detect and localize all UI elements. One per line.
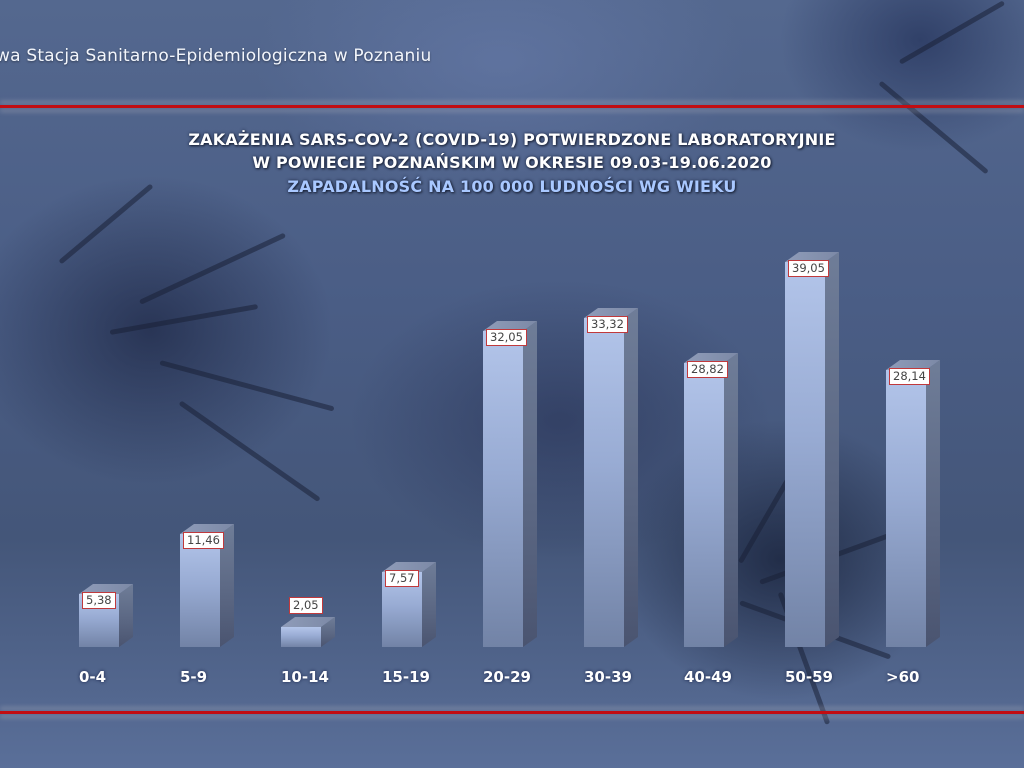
category-label: 30-39 bbox=[584, 668, 632, 686]
bar-top bbox=[584, 308, 638, 318]
bar-top bbox=[785, 252, 839, 262]
bar-top bbox=[886, 360, 940, 370]
bar bbox=[684, 353, 738, 647]
value-label: 5,38 bbox=[82, 592, 116, 609]
bar-top bbox=[180, 524, 234, 534]
chart-title-line2: W POWIECIE POZNAŃSKIM W OKRESIE 09.03-19… bbox=[252, 153, 772, 172]
category-label: 5-9 bbox=[180, 668, 208, 686]
bar-side bbox=[926, 360, 940, 647]
category-label: 20-29 bbox=[483, 668, 531, 686]
bar bbox=[785, 252, 839, 647]
bar-side bbox=[422, 562, 436, 647]
bar-side bbox=[825, 252, 839, 647]
bar-side bbox=[624, 308, 638, 647]
organization-name: wa Stacja Sanitarno-Epidemiologiczna w P… bbox=[0, 46, 432, 66]
bar bbox=[180, 524, 234, 647]
value-label: 2,05 bbox=[289, 597, 323, 614]
bar-side bbox=[724, 353, 738, 647]
bar bbox=[886, 360, 940, 647]
category-label: 15-19 bbox=[382, 668, 430, 686]
category-label: >60 bbox=[886, 668, 920, 686]
bar bbox=[281, 617, 335, 647]
bar-front bbox=[785, 262, 825, 647]
value-label: 11,46 bbox=[183, 532, 224, 549]
bar bbox=[584, 308, 638, 647]
category-label: 50-59 bbox=[785, 668, 833, 686]
category-label: 40-49 bbox=[684, 668, 732, 686]
value-label: 28,82 bbox=[687, 361, 728, 378]
category-label: 0-4 bbox=[79, 668, 107, 686]
bar-side bbox=[523, 321, 537, 647]
bar-front bbox=[281, 627, 321, 647]
bar-front bbox=[684, 363, 724, 647]
bar-top bbox=[382, 562, 436, 572]
bar-top bbox=[684, 353, 738, 363]
value-label: 32,05 bbox=[486, 329, 527, 346]
bar-top bbox=[281, 617, 335, 627]
chart-subtitle: ZAPADALNOŚĆ NA 100 000 LUDNOŚCI WG WIEKU bbox=[287, 177, 737, 196]
bar-side bbox=[220, 524, 234, 647]
value-label: 33,32 bbox=[587, 316, 628, 333]
value-label: 39,05 bbox=[788, 260, 829, 277]
value-label: 7,57 bbox=[385, 570, 419, 587]
bar-top bbox=[79, 584, 133, 594]
chart-title: ZAKAŻENIA SARS-COV-2 (COVID-19) POTWIERD… bbox=[188, 130, 836, 149]
bar-front bbox=[483, 331, 523, 647]
category-label: 10-14 bbox=[281, 668, 329, 686]
bar-side bbox=[119, 584, 133, 647]
bottom-divider bbox=[0, 711, 1024, 714]
bar-top bbox=[483, 321, 537, 331]
top-divider bbox=[0, 105, 1024, 108]
bar-front bbox=[180, 534, 220, 647]
value-label: 28,14 bbox=[889, 368, 930, 385]
bar-front bbox=[886, 370, 926, 647]
bar-front bbox=[584, 318, 624, 647]
bar bbox=[483, 321, 537, 647]
